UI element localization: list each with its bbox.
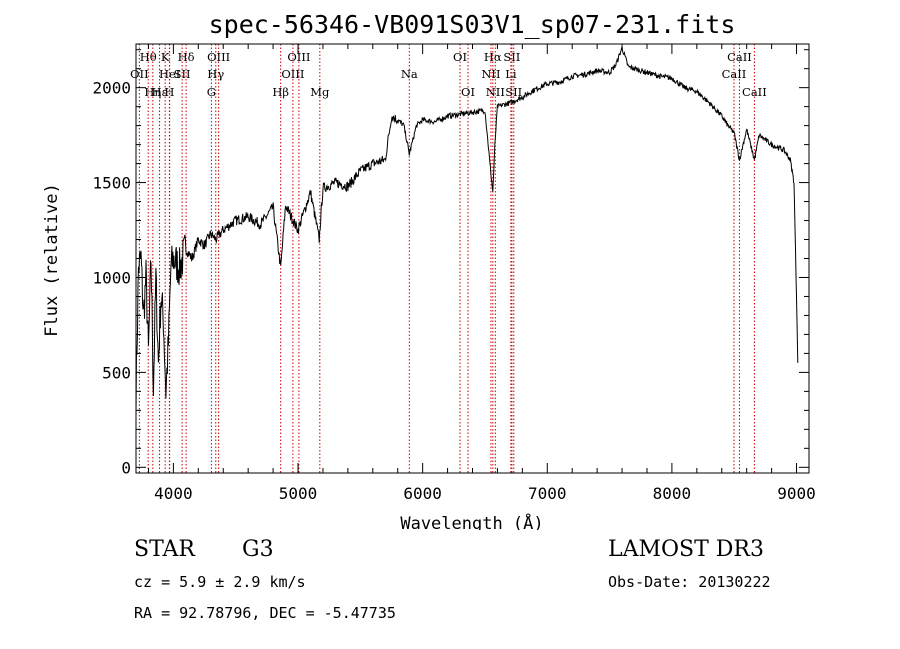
sky-coordinates: RA = 92.78796, DEC = -5.47735 <box>134 604 396 622</box>
line-marker-label-23: Li <box>505 67 517 81</box>
line-marker-label-22: SII <box>503 50 520 64</box>
line-marker-label-24: SII <box>505 85 522 99</box>
line-marker-label-16: Na <box>401 67 418 81</box>
line-marker-label-5: HeI <box>159 67 180 81</box>
line-marker-label-27: CaII <box>742 85 767 99</box>
line-marker-label-21: NII <box>486 85 505 99</box>
x-tick-label: 5000 <box>279 484 318 503</box>
line-marker-label-1: OII <box>130 67 149 81</box>
x-axis-label: Wavelength (Å) <box>400 512 543 530</box>
y-tick-label: 1000 <box>92 268 131 287</box>
observation-date: Obs-Date: 20130222 <box>608 573 771 591</box>
line-marker-label-4: K <box>161 50 170 64</box>
line-marker-label-20: NII <box>481 67 500 81</box>
x-tick-label: 8000 <box>653 484 692 503</box>
spectral-subclass: G3 <box>242 537 274 562</box>
line-marker-label-0: Hθ <box>140 50 157 64</box>
y-axis-label: Flux (relative) <box>42 183 62 337</box>
spectrum-line <box>135 45 799 417</box>
line-marker-label-3: Hε <box>152 85 168 99</box>
line-marker-label-26: CaII <box>722 67 747 81</box>
line-marker-label-17: OI <box>453 50 467 64</box>
series-group <box>135 45 799 417</box>
line-marker-label-10: Hγ <box>207 67 224 81</box>
line-marker-label-18: OI <box>461 85 475 99</box>
line-marker-label-11: G <box>207 85 216 99</box>
line-marker-label-15: Mg <box>310 85 330 99</box>
y-tick-label: 500 <box>102 363 131 382</box>
y-tick-label: 2000 <box>92 79 131 98</box>
x-tick-label: 6000 <box>403 484 442 503</box>
line-marker-label-13: OIII <box>287 50 310 64</box>
survey-name: LAMOST DR3 <box>608 537 764 562</box>
line-marker-label-8: SII <box>174 67 191 81</box>
x-tick-label: 7000 <box>528 484 567 503</box>
spectrum-chart: spec-56346-VB091S03V1_sp07-231.fits Hθ OI… <box>42 10 816 530</box>
y-tick-label: 0 <box>121 458 131 477</box>
line-marker-label-7: Hδ <box>178 50 195 64</box>
line-marker-label-9: OIII <box>207 50 230 64</box>
line-marker-label-12: Hβ <box>272 85 289 99</box>
line-marker-label-25: CaII <box>727 50 752 64</box>
chart-title: spec-56346-VB091S03V1_sp07-231.fits <box>209 10 736 39</box>
redshift-velocity: cz = 5.9 ± 2.9 km/s <box>134 573 306 591</box>
axes: 4000 5000 6000 7000 8000 9000 0 500 1000 1500 2000 <box>92 43 816 503</box>
x-tick-label: 9000 <box>777 484 816 503</box>
plot-frame <box>135 43 810 474</box>
line-marker-label-2: Hη <box>144 85 161 99</box>
x-tick-label: 4000 <box>154 484 193 503</box>
line-marker-label-19: Hα <box>484 50 502 64</box>
line-marker-label-14: OIII <box>281 67 304 81</box>
y-tick-label: 1500 <box>92 174 131 193</box>
object-class: STAR <box>134 537 195 562</box>
line-marker-label-6: H <box>164 85 174 99</box>
